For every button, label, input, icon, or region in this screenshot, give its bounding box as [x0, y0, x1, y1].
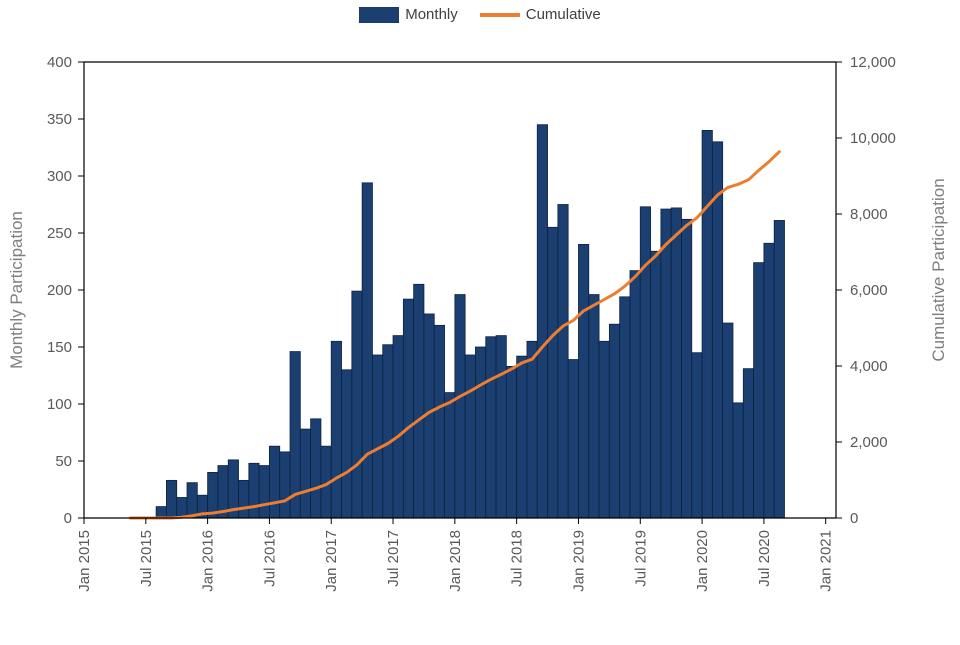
x-tick-label: Jan 2017 — [323, 530, 340, 592]
right-tick-label: 4,000 — [850, 358, 888, 375]
bar-2019-09 — [660, 208, 672, 519]
left-tick-label: 150 — [47, 339, 72, 356]
bar-2015-09 — [166, 479, 178, 519]
bar-2020-04 — [732, 402, 744, 519]
bar-2017-05 — [372, 354, 384, 519]
bar-2015-08 — [155, 506, 167, 519]
bar-2017-09 — [413, 283, 425, 519]
bar-2016-05 — [248, 462, 260, 519]
bar-2017-08 — [402, 298, 415, 519]
bar-2018-02 — [464, 354, 476, 519]
legend-swatch-cumulative — [479, 12, 520, 17]
bar-2017-06 — [382, 344, 394, 519]
bar-2017-11 — [433, 324, 445, 519]
bar-2018-11 — [557, 204, 569, 519]
legend-label-cumulative: Cumulative — [525, 6, 601, 23]
bar-2020-03 — [722, 322, 734, 519]
bar-2020-08 — [773, 220, 785, 519]
bar-2016-10 — [299, 428, 312, 519]
bar-2019-06 — [629, 270, 641, 519]
bar-2015-10 — [176, 497, 188, 519]
bar-2019-11 — [681, 218, 693, 519]
x-tick-label: Jul 2015 — [138, 530, 155, 587]
left-tick-label: 350 — [47, 111, 72, 128]
bar-2018-04 — [485, 336, 497, 519]
bar-2019-05 — [619, 296, 631, 519]
bar-2018-05 — [495, 335, 507, 519]
bar-2020-05 — [742, 368, 754, 519]
x-tick-label: Jul 2016 — [261, 530, 278, 587]
bar-2017-03 — [351, 290, 363, 519]
right-tick-label: 10,000 — [850, 130, 896, 147]
bar-2016-04 — [238, 479, 250, 519]
bar-2016-08 — [279, 451, 291, 519]
left-tick-label: 100 — [47, 396, 72, 413]
bar-2018-03 — [475, 346, 487, 519]
legend-swatch-monthly — [359, 6, 400, 23]
bar-2019-10 — [670, 207, 682, 519]
bar-2018-06 — [505, 365, 518, 519]
monthly-bars — [155, 124, 785, 519]
left-tick-label: 200 — [47, 282, 72, 299]
bar-2016-06 — [258, 465, 270, 519]
bar-2018-01 — [454, 294, 466, 519]
x-tick-label: Jan 2021 — [818, 530, 835, 592]
legend-label-monthly: Monthly — [405, 6, 458, 23]
bar-2020-01 — [701, 129, 713, 519]
cumulative-line — [128, 150, 781, 520]
x-tick-label: Jan 2016 — [200, 530, 217, 592]
right-tick-label: 6,000 — [850, 282, 888, 299]
bar-2019-02 — [588, 294, 600, 519]
x-tick-label: Jan 2015 — [76, 530, 93, 592]
bar-2018-10 — [547, 226, 559, 519]
bar-2018-09 — [536, 124, 548, 519]
left-tick-label: 0 — [64, 510, 72, 527]
x-tick-label: Jan 2019 — [570, 530, 587, 592]
bar-2019-08 — [650, 250, 662, 519]
right-tick-label: 2,000 — [850, 434, 888, 451]
x-tick-label: Jan 2020 — [694, 530, 711, 592]
bar-2017-07 — [392, 335, 404, 519]
bar-2018-12 — [567, 359, 579, 519]
bar-2019-07 — [639, 206, 651, 519]
right-axis-title: Cumulative Participation — [929, 178, 948, 361]
right-axis-ticks: 0 2,000 4,000 6,000 8,000 10,000 12,000 — [836, 54, 896, 527]
left-tick-label: 50 — [55, 453, 72, 470]
bar-2017-02 — [341, 369, 353, 519]
bar-2017-04 — [361, 182, 373, 519]
x-tick-label: Jul 2018 — [509, 530, 526, 587]
legend-item-cumulative: Cumulative — [479, 6, 601, 23]
right-tick-label: 12,000 — [850, 54, 896, 71]
bar-2019-01 — [578, 243, 590, 519]
bar-2020-07 — [763, 242, 775, 519]
right-tick-label: 0 — [850, 510, 858, 527]
x-tick-label: Jul 2017 — [385, 530, 402, 587]
left-tick-label: 300 — [47, 168, 72, 185]
left-tick-label: 400 — [47, 54, 72, 71]
bar-2018-08 — [526, 340, 538, 519]
bar-2019-04 — [608, 323, 621, 519]
bar-2019-12 — [691, 352, 703, 519]
legend-item-monthly: Monthly — [359, 6, 458, 23]
x-axis-ticks: Jan 2015 Jul 2015 Jan 2016 Jul 2016 Jan 2017… — [76, 518, 835, 592]
x-tick-label: Jan 2018 — [447, 530, 464, 592]
bar-2018-07 — [516, 355, 528, 519]
x-tick-label: Jul 2019 — [632, 530, 649, 587]
left-axis-ticks: 0 50 100 150 200 250 300 350 400 — [47, 54, 84, 527]
bar-2015-11 — [186, 482, 198, 519]
bar-2019-03 — [598, 340, 610, 519]
bar-2017-12 — [444, 392, 456, 519]
x-tick-label: Jul 2020 — [756, 530, 773, 587]
bar-2020-06 — [753, 262, 765, 519]
bar-2016-11 — [310, 418, 322, 519]
left-tick-label: 250 — [47, 225, 72, 242]
left-axis-title: Monthly Participation — [7, 211, 26, 369]
bar-2016-07 — [269, 445, 281, 519]
bar-2017-01 — [330, 340, 342, 519]
right-tick-label: 8,000 — [850, 206, 888, 223]
legend: Monthly Cumulative — [0, 6, 960, 23]
